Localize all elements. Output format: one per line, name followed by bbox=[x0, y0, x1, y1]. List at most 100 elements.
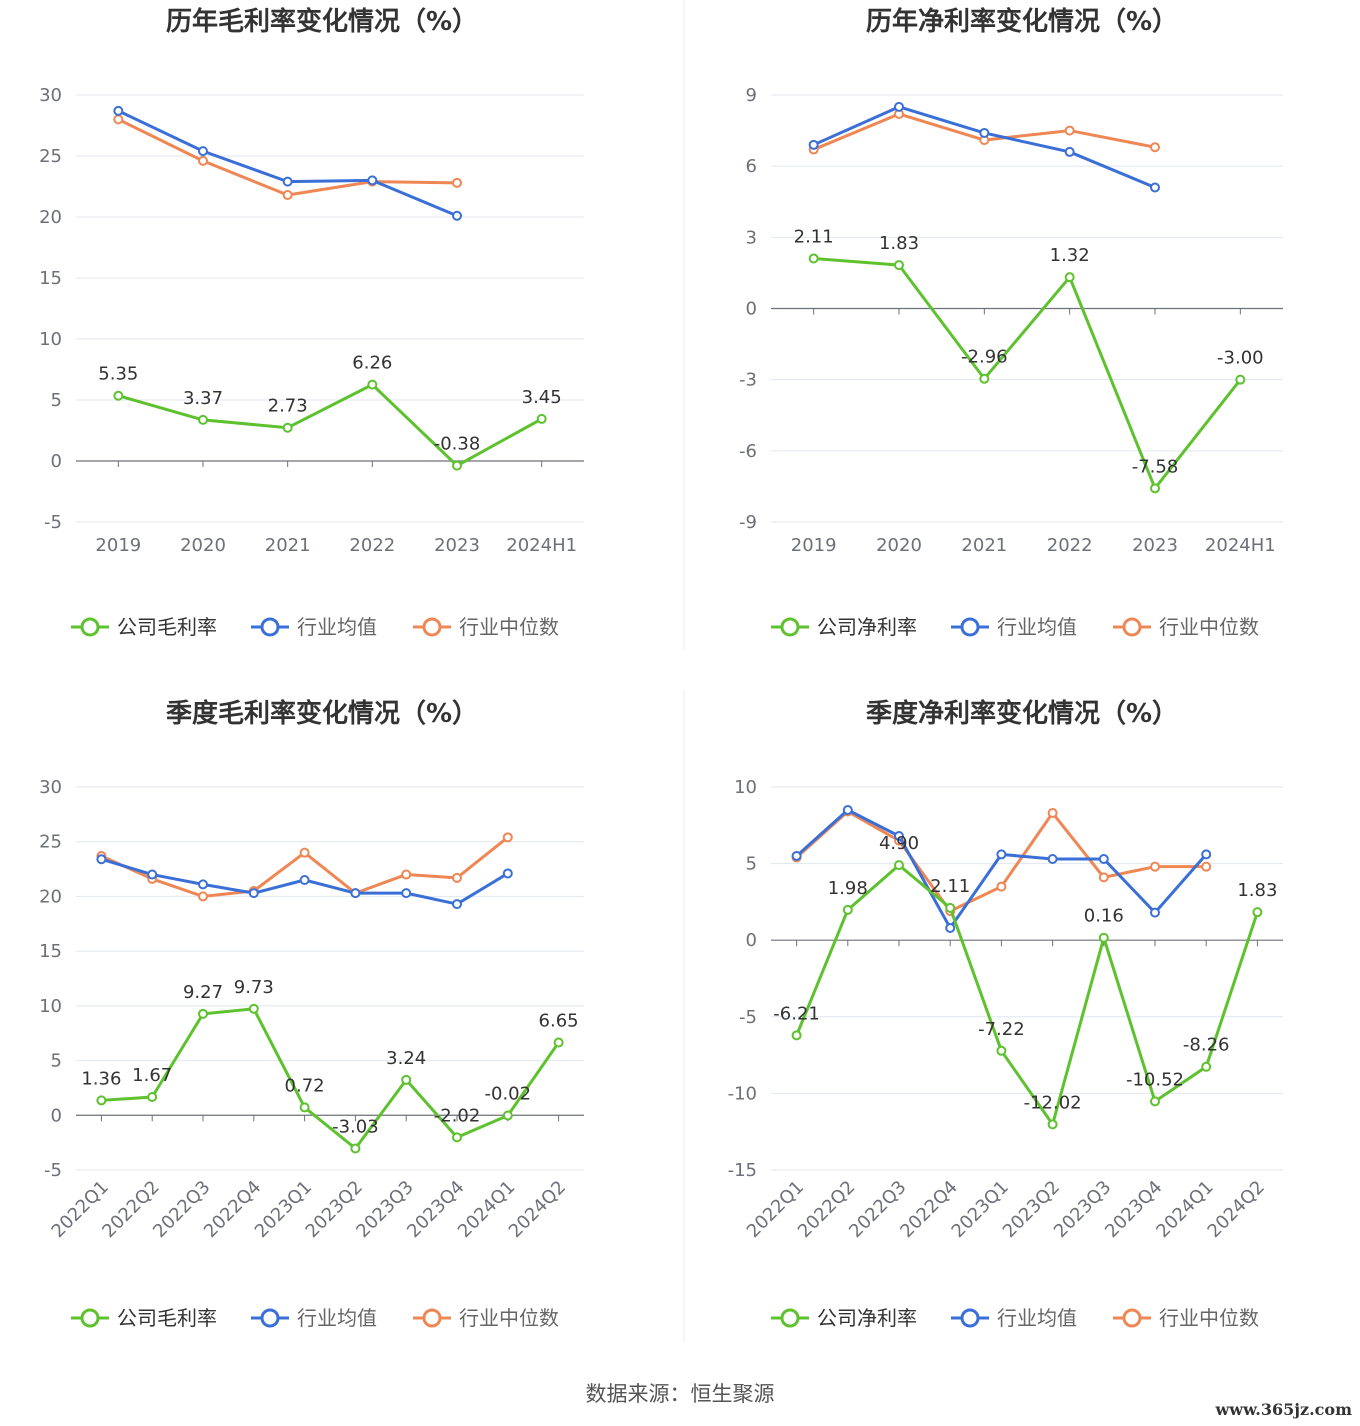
data-point bbox=[979, 373, 990, 384]
data-point bbox=[502, 832, 513, 843]
y-tick-label: 5 bbox=[51, 1051, 62, 1072]
data-label: -8.26 bbox=[1183, 1035, 1230, 1056]
data-point bbox=[452, 460, 462, 471]
series-line bbox=[100, 836, 509, 898]
data-point bbox=[113, 105, 124, 116]
legend-item: 行业中位数 bbox=[1113, 1306, 1259, 1330]
data-point bbox=[894, 260, 904, 271]
data-point bbox=[198, 414, 208, 425]
legend-label: 公司毛利率 bbox=[117, 1306, 217, 1330]
data-point bbox=[401, 1074, 412, 1085]
data-point bbox=[1047, 808, 1058, 819]
series-industry-avg bbox=[791, 804, 1212, 933]
legend: 公司毛利率 行业均值 行业中位数 bbox=[71, 615, 559, 639]
legend-label: 公司净利率 bbox=[817, 1306, 917, 1330]
legend-label: 公司毛利率 bbox=[117, 615, 217, 639]
data-point bbox=[1098, 932, 1109, 943]
data-point bbox=[894, 831, 904, 842]
x-tick-label: 2024Q2 bbox=[505, 1177, 570, 1242]
data-point bbox=[282, 190, 293, 201]
x-tick-label: 2021 bbox=[265, 535, 311, 556]
data-point bbox=[452, 177, 462, 188]
data-point bbox=[1150, 483, 1160, 494]
legend-item: 行业中位数 bbox=[413, 1306, 559, 1330]
data-point bbox=[1252, 907, 1263, 918]
y-tick-label: -5 bbox=[44, 1160, 62, 1181]
data-point bbox=[1150, 1096, 1160, 1107]
x-tick-label: 2024H1 bbox=[1205, 535, 1276, 556]
x-tick-label: 2019 bbox=[791, 535, 837, 556]
legend-swatch-marker bbox=[260, 617, 280, 637]
data-label: -3.03 bbox=[332, 1116, 379, 1137]
data-point bbox=[945, 902, 956, 913]
legend-item: 公司毛利率 bbox=[71, 615, 217, 639]
legend-label: 行业中位数 bbox=[459, 615, 559, 639]
y-tick-label: 10 bbox=[734, 777, 757, 798]
legend-swatch-marker bbox=[960, 617, 980, 637]
data-point bbox=[1150, 861, 1160, 872]
data-label: 0.16 bbox=[1084, 906, 1124, 927]
y-tick-label: -5 bbox=[44, 512, 62, 533]
legend-swatch-marker bbox=[80, 1308, 100, 1328]
data-label: 5.35 bbox=[98, 364, 138, 385]
data-label: 3.24 bbox=[386, 1048, 426, 1069]
data-point bbox=[502, 1110, 513, 1121]
y-tick-label: 3 bbox=[746, 227, 757, 248]
data-label: 1.98 bbox=[828, 878, 868, 899]
legend-swatch-marker bbox=[780, 1308, 800, 1328]
data-point bbox=[945, 922, 956, 933]
data-point bbox=[808, 139, 819, 150]
y-tick-label: -10 bbox=[728, 1083, 757, 1104]
x-tick-label: 2024H1 bbox=[506, 535, 577, 556]
legend-label: 行业均值 bbox=[297, 1306, 377, 1330]
legend-swatch-marker bbox=[960, 1308, 980, 1328]
chart-3: 季度毛利率变化情况（%）302520151050-52022Q12022Q220… bbox=[39, 698, 584, 1330]
x-tick-label: 2022 bbox=[1047, 535, 1093, 556]
data-point bbox=[96, 854, 107, 865]
data-point bbox=[1098, 872, 1109, 883]
data-point bbox=[282, 176, 293, 187]
chart-2: 历年净利率变化情况（%） 9 6 3 0 -3 -6 -9 2019 2020 2021 2022 20… bbox=[739, 6, 1283, 639]
legend-label: 行业中位数 bbox=[1159, 1306, 1259, 1330]
y-tick-label: 9 bbox=[746, 85, 757, 106]
y-tick-label: -5 bbox=[739, 1007, 757, 1028]
y-tick-label: 5 bbox=[746, 854, 757, 875]
y-tick-label: -15 bbox=[728, 1160, 757, 1181]
data-label: 0.72 bbox=[285, 1075, 325, 1096]
chart-title: 历年毛利率变化情况（%） bbox=[166, 6, 478, 37]
y-tick-label: -6 bbox=[739, 441, 757, 462]
series-company: -6.21 1.98 4.90 2.11 -7.22 -12.02 0.16 -10.52 -8… bbox=[773, 833, 1277, 1130]
series-company: 2.11 1.83 -2.96 1.32 -7.58 -3.00 bbox=[794, 226, 1264, 494]
data-point bbox=[979, 127, 990, 138]
series-industry-median bbox=[113, 114, 462, 201]
watermark: www.365jz.com bbox=[1215, 1400, 1352, 1419]
x-tick-label: 2021 bbox=[961, 535, 1007, 556]
data-label: 6.26 bbox=[352, 353, 392, 374]
data-label: -6.21 bbox=[773, 1003, 820, 1024]
data-point bbox=[350, 1143, 361, 1154]
data-label: -7.22 bbox=[978, 1019, 1025, 1040]
chart-title: 历年净利率变化情况（%） bbox=[866, 6, 1178, 37]
data-label: 2.73 bbox=[268, 396, 308, 417]
data-point bbox=[367, 175, 378, 186]
y-tick-label: 15 bbox=[39, 941, 62, 962]
y-tick-label: 25 bbox=[39, 146, 62, 167]
legend-label: 行业均值 bbox=[997, 1306, 1077, 1330]
data-point bbox=[147, 1092, 158, 1103]
chart-4: 季度净利率变化情况（%）1050-5-10-152022Q12022Q22022… bbox=[728, 698, 1283, 1330]
series-line bbox=[795, 863, 1259, 1126]
y-tick-label: 6 bbox=[746, 156, 757, 177]
data-point bbox=[553, 1037, 564, 1048]
data-point bbox=[198, 155, 208, 166]
legend-label: 行业中位数 bbox=[1159, 615, 1259, 639]
y-tick-label: 10 bbox=[39, 329, 62, 350]
data-point bbox=[299, 847, 310, 858]
y-tick-label: 10 bbox=[39, 996, 62, 1017]
data-label: 2.11 bbox=[930, 876, 970, 897]
y-tick-label: -3 bbox=[739, 370, 757, 391]
data-label: 9.27 bbox=[183, 982, 223, 1003]
data-point bbox=[1047, 854, 1058, 865]
data-point bbox=[996, 849, 1007, 860]
series-line bbox=[117, 383, 543, 468]
